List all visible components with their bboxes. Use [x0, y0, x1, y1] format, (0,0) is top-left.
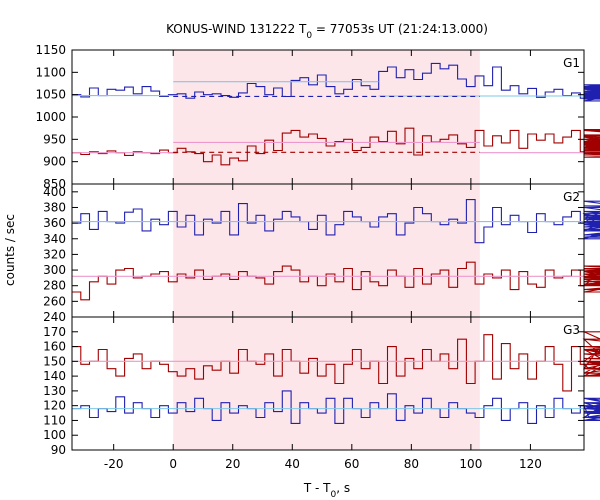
y-tick-label: 280	[43, 279, 66, 293]
x-tick-label: 120	[519, 457, 542, 471]
y-tick-label: 320	[43, 247, 66, 261]
y-tick-label: 100	[43, 428, 66, 442]
highlight-interval	[173, 184, 480, 317]
x-tick-label: 80	[404, 457, 419, 471]
x-tick-label: 20	[225, 457, 240, 471]
y-tick-label: 900	[43, 155, 66, 169]
series-line-blue	[72, 199, 600, 244]
series-line-blue	[72, 62, 600, 102]
panel-g1: 850 900 950 1000 1050 1100 1150 G1	[35, 43, 600, 191]
y-tick-label: 1050	[35, 88, 66, 102]
title-subscript: 0	[306, 31, 312, 41]
y-tick-label: 130	[43, 384, 66, 398]
x-tick-label: 100	[459, 457, 482, 471]
panels-group: 8509009501000105011001150G12402602803003…	[35, 43, 600, 471]
x-tick-label: 0	[169, 457, 177, 471]
y-tick-label: 1000	[35, 110, 66, 124]
y-tick-label: 850	[43, 177, 66, 191]
y-tick-label: 400	[43, 185, 66, 199]
x-tick-label: 40	[285, 457, 300, 471]
y-tick-label: 160	[43, 340, 66, 354]
highlight-interval	[173, 317, 480, 450]
x-tick-label: -20	[104, 457, 124, 471]
y-tick-label: 170	[43, 325, 66, 339]
y-tick-label: 120	[43, 399, 66, 413]
series-line-red	[72, 127, 600, 166]
highlight-interval	[173, 50, 480, 184]
y-tick-label: 260	[43, 294, 66, 308]
y-tick-label: 240	[43, 310, 66, 324]
x-axis-title: T - T0, s	[303, 481, 350, 500]
y-tick-label: 340	[43, 232, 66, 246]
panel-label: G2	[563, 190, 580, 204]
y-tick-label: 110	[43, 413, 66, 427]
y-tick-label: 1150	[35, 43, 66, 57]
y-tick-label: 360	[43, 216, 66, 230]
y-axis-title: counts / sec	[3, 214, 17, 286]
y-tick-label: 300	[43, 263, 66, 277]
panel-label: G1	[563, 56, 580, 70]
y-tick-label: 90	[51, 443, 66, 457]
chart-title: KONUS-WIND 131222 T0 = 77053s UT (21:24:…	[166, 22, 488, 41]
y-tick-label: 140	[43, 369, 66, 383]
x-axis-subscript: 0	[331, 490, 337, 500]
panel-frame	[71, 316, 585, 451]
panel-label: G3	[563, 323, 580, 337]
y-tick-label: 150	[43, 354, 66, 368]
y-tick-label: 1100	[35, 65, 66, 79]
y-tick-label: 950	[43, 132, 66, 146]
x-tick-label: 60	[344, 457, 359, 471]
y-tick-label: 380	[43, 200, 66, 214]
series-line-blue	[72, 390, 600, 424]
